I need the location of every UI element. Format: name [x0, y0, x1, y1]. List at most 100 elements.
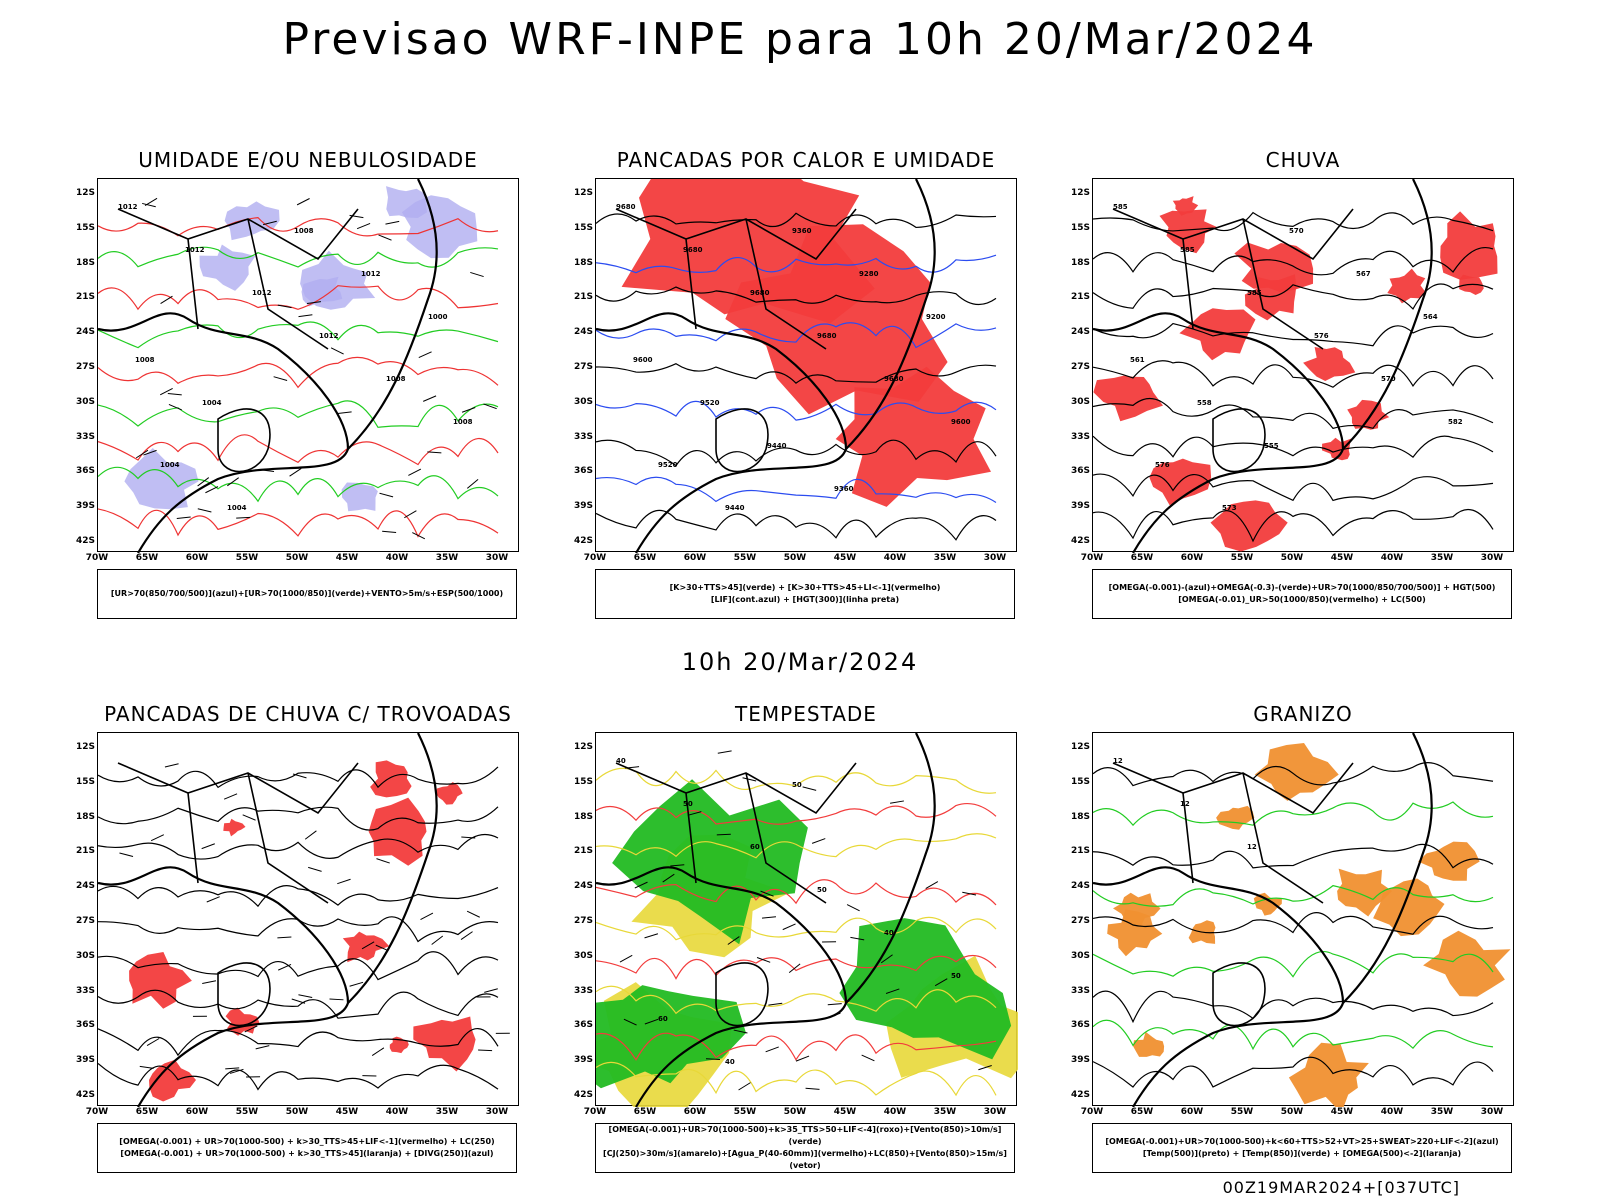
wind-vector	[756, 957, 771, 963]
wind-vector	[466, 479, 479, 489]
wind-vector	[304, 830, 317, 840]
wind-vector	[119, 852, 134, 857]
contour-label: 9280	[859, 270, 879, 278]
wind-vector	[356, 222, 371, 230]
wind-vector	[242, 814, 256, 821]
wind-vector	[760, 890, 774, 897]
wind-vector	[716, 833, 731, 836]
shaded-region	[368, 797, 427, 866]
latitude-label: 39S	[573, 501, 593, 512]
shaded-region	[129, 952, 192, 1009]
latitude-label: 27S	[1070, 362, 1090, 372]
wind-vector	[205, 486, 219, 494]
longitude-label: 50W	[285, 553, 309, 563]
wind-vector	[738, 1082, 751, 1091]
wind-vector	[371, 1047, 385, 1056]
panel-title: PANCADAS POR CALOR E UMIDADE	[616, 148, 996, 172]
longitude-label: 50W	[285, 1107, 309, 1117]
longitude-label: 30W	[983, 553, 1007, 563]
contour-line	[98, 356, 499, 389]
contour-line	[596, 363, 997, 384]
latitude-label: 33S	[1070, 431, 1090, 442]
wind-vector	[337, 878, 351, 885]
wind-vector	[644, 1018, 659, 1025]
wind-vector	[167, 393, 182, 396]
shaded-region	[149, 1059, 196, 1102]
longitude-label: 30W	[983, 1107, 1007, 1117]
contour-label: 1012	[361, 270, 381, 278]
contour-label: 1012	[319, 332, 339, 340]
longitude-label: 55W	[1230, 553, 1254, 563]
contour-label: 9600	[951, 418, 971, 426]
latitude-label: 33S	[573, 431, 593, 442]
coastline	[596, 179, 936, 553]
contour-line	[596, 322, 997, 349]
latitude-label: 12S	[573, 188, 593, 198]
legend-line: [OMEGA(-0.001)-(azul)+OMEGA(-0.3)-(verde…	[1108, 583, 1496, 592]
contour-line	[1093, 801, 1494, 827]
contour-label: 12	[1113, 757, 1123, 765]
shaded-region	[839, 918, 1012, 1060]
state-borders	[615, 208, 857, 473]
latitude-label: 24S	[75, 327, 95, 338]
wind-vector	[460, 931, 473, 940]
contour-line	[1093, 1019, 1494, 1051]
shaded-region	[1210, 500, 1288, 552]
latitude-label: 33S	[75, 431, 95, 442]
contour-label: 12	[1247, 843, 1257, 851]
contour-line	[98, 766, 499, 789]
wind-vector	[634, 881, 648, 889]
wind-vector	[244, 1025, 258, 1033]
latitude-label: 15S	[75, 776, 95, 787]
state-borders	[1112, 208, 1354, 473]
longitude-label: 35W	[1430, 553, 1454, 563]
shaded-region	[1253, 892, 1282, 916]
contour-line	[98, 1028, 499, 1057]
wind-vector	[164, 763, 179, 768]
longitude-label: 50W	[783, 553, 807, 563]
contour-label: 9680	[616, 203, 636, 211]
contour-label: 12	[1180, 800, 1190, 808]
wind-vector	[478, 1049, 493, 1052]
latitude-label: 21S	[573, 846, 593, 857]
longitude-label: 70W	[85, 553, 109, 563]
contour-label: 561	[1130, 356, 1145, 364]
panel-legend: [OMEGA(-0.001)-(azul)+OMEGA(-0.3)-(verde…	[1092, 569, 1512, 619]
wind-vector	[404, 510, 417, 519]
longitude-label: 30W	[1480, 1107, 1504, 1117]
contour-label: 9360	[834, 485, 854, 493]
wind-vector	[292, 773, 307, 779]
wind-vector	[308, 866, 322, 872]
latitude-label: 15S	[573, 222, 593, 233]
shaded-region	[725, 224, 948, 415]
coastline	[98, 179, 438, 553]
contour-label: 1008	[386, 375, 406, 383]
shaded-region	[1216, 805, 1255, 830]
shaded-region	[1337, 868, 1393, 917]
shaded-region	[1423, 930, 1511, 997]
wind-vector	[385, 220, 400, 225]
contour-label: 9360	[792, 227, 812, 235]
contour-line	[98, 246, 499, 268]
wind-vector	[277, 936, 292, 939]
latitude-label: 21S	[75, 292, 95, 303]
contour-line	[1093, 950, 1494, 978]
wind-vector	[159, 387, 173, 396]
wind-vector	[260, 469, 275, 472]
contour-label: 9680	[683, 246, 703, 254]
longitude-label: 40W	[883, 553, 907, 563]
wind-vector	[811, 838, 826, 844]
wind-vector	[885, 988, 900, 994]
contour-line	[596, 254, 997, 274]
panel-legend: [OMEGA(-0.001)+UR>70(1000-500)+k>35_TTS>…	[595, 1123, 1015, 1173]
shaded-region	[413, 1016, 476, 1072]
wind-vector	[202, 980, 217, 984]
panel-legend: [OMEGA(-0.001)+UR>70(1000-500)+k<60+TTS>…	[1092, 1123, 1512, 1173]
latitude-label: 27S	[1070, 916, 1090, 926]
map-canvas: 585 585 585 576 570 582 576 573 570 567 564 561 558 5…	[1093, 179, 1498, 553]
wind-vector	[135, 449, 149, 459]
wind-vector	[470, 271, 484, 278]
contour-line	[596, 509, 997, 541]
wind-vector	[420, 912, 434, 921]
wind-vector	[146, 1038, 160, 1047]
